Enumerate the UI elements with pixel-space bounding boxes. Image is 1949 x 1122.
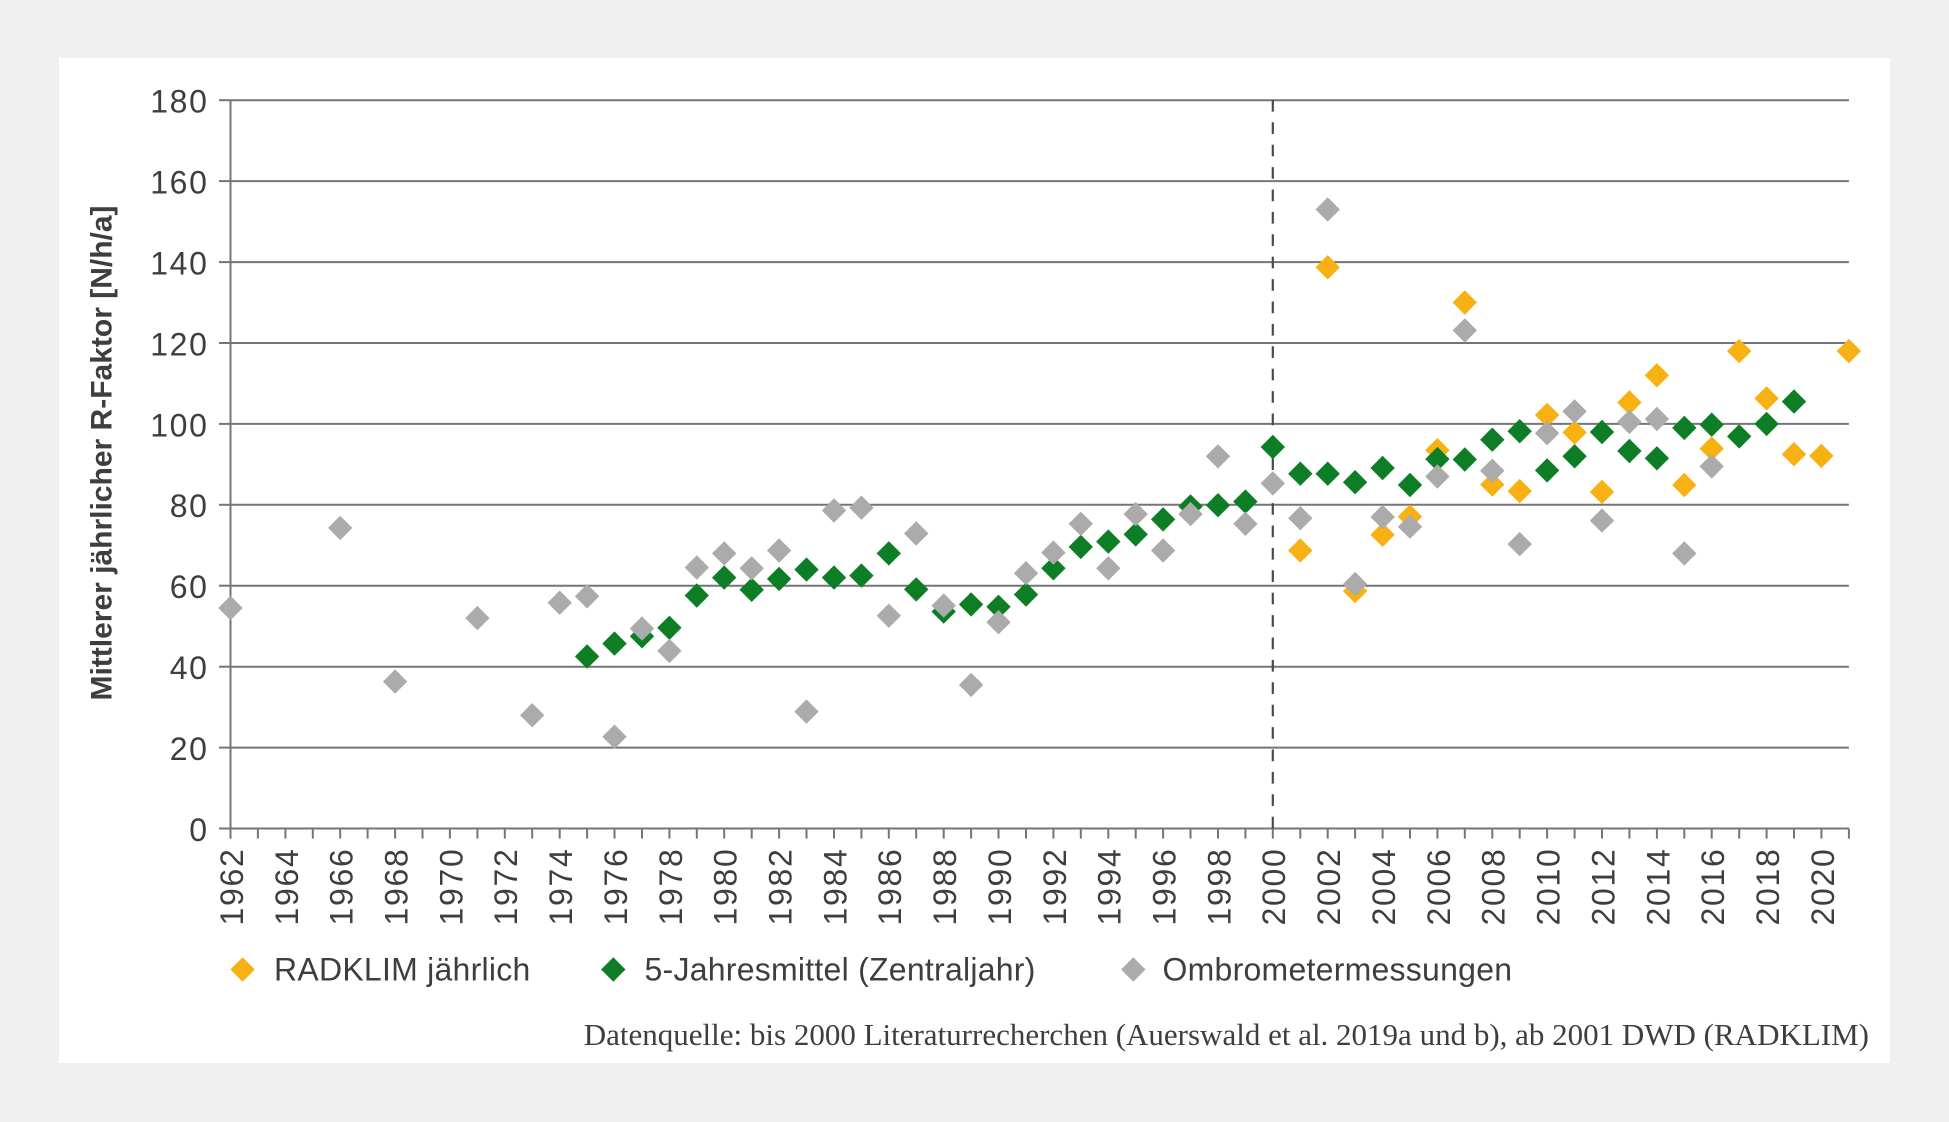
svg-text:2006: 2006: [1421, 848, 1457, 926]
svg-text:2002: 2002: [1311, 848, 1347, 926]
svg-text:2000: 2000: [1256, 848, 1292, 926]
svg-text:Datenquelle: bis 2000 Literatu: Datenquelle: bis 2000 Literaturrecherche…: [584, 1017, 1869, 1052]
svg-text:1970: 1970: [433, 848, 469, 926]
svg-text:2018: 2018: [1750, 848, 1786, 926]
svg-text:1988: 1988: [927, 848, 963, 926]
svg-text:1966: 1966: [324, 848, 360, 926]
svg-text:RADKLIM jährlich: RADKLIM jährlich: [274, 952, 531, 988]
svg-text:1992: 1992: [1037, 848, 1073, 926]
svg-text:1996: 1996: [1147, 848, 1183, 926]
svg-text:2014: 2014: [1640, 848, 1676, 926]
svg-text:1998: 1998: [1201, 848, 1237, 926]
svg-text:100: 100: [150, 407, 209, 443]
svg-text:1984: 1984: [817, 848, 853, 926]
svg-text:1968: 1968: [379, 848, 415, 926]
svg-text:140: 140: [150, 246, 209, 282]
svg-text:2012: 2012: [1585, 848, 1621, 926]
svg-text:1976: 1976: [598, 848, 634, 926]
svg-text:0: 0: [189, 812, 209, 848]
svg-text:1962: 1962: [214, 848, 250, 926]
svg-text:1994: 1994: [1092, 848, 1128, 926]
svg-text:2004: 2004: [1366, 848, 1402, 926]
svg-text:60: 60: [170, 569, 209, 605]
svg-text:2020: 2020: [1805, 848, 1841, 926]
svg-text:Mittlerer jährlicher R-Faktor: Mittlerer jährlicher R-Faktor [N/h/a]: [86, 205, 119, 700]
svg-text:1980: 1980: [708, 848, 744, 926]
svg-text:2010: 2010: [1531, 848, 1567, 926]
svg-text:20: 20: [170, 731, 209, 767]
svg-text:1978: 1978: [653, 848, 689, 926]
svg-text:2008: 2008: [1476, 848, 1512, 926]
svg-text:1986: 1986: [872, 848, 908, 926]
svg-text:1972: 1972: [488, 848, 524, 926]
svg-text:2016: 2016: [1695, 848, 1731, 926]
svg-text:1964: 1964: [269, 848, 305, 926]
svg-text:180: 180: [150, 84, 209, 120]
svg-text:1982: 1982: [763, 848, 799, 926]
svg-text:40: 40: [170, 650, 209, 686]
svg-text:1974: 1974: [543, 848, 579, 926]
svg-text:80: 80: [170, 488, 209, 524]
svg-text:5-Jahresmittel (Zentraljahr): 5-Jahresmittel (Zentraljahr): [645, 952, 1036, 988]
svg-text:160: 160: [150, 165, 209, 201]
svg-text:Ombrometermessungen: Ombrometermessungen: [1163, 952, 1513, 988]
svg-text:120: 120: [150, 326, 209, 362]
svg-text:1990: 1990: [982, 848, 1018, 926]
